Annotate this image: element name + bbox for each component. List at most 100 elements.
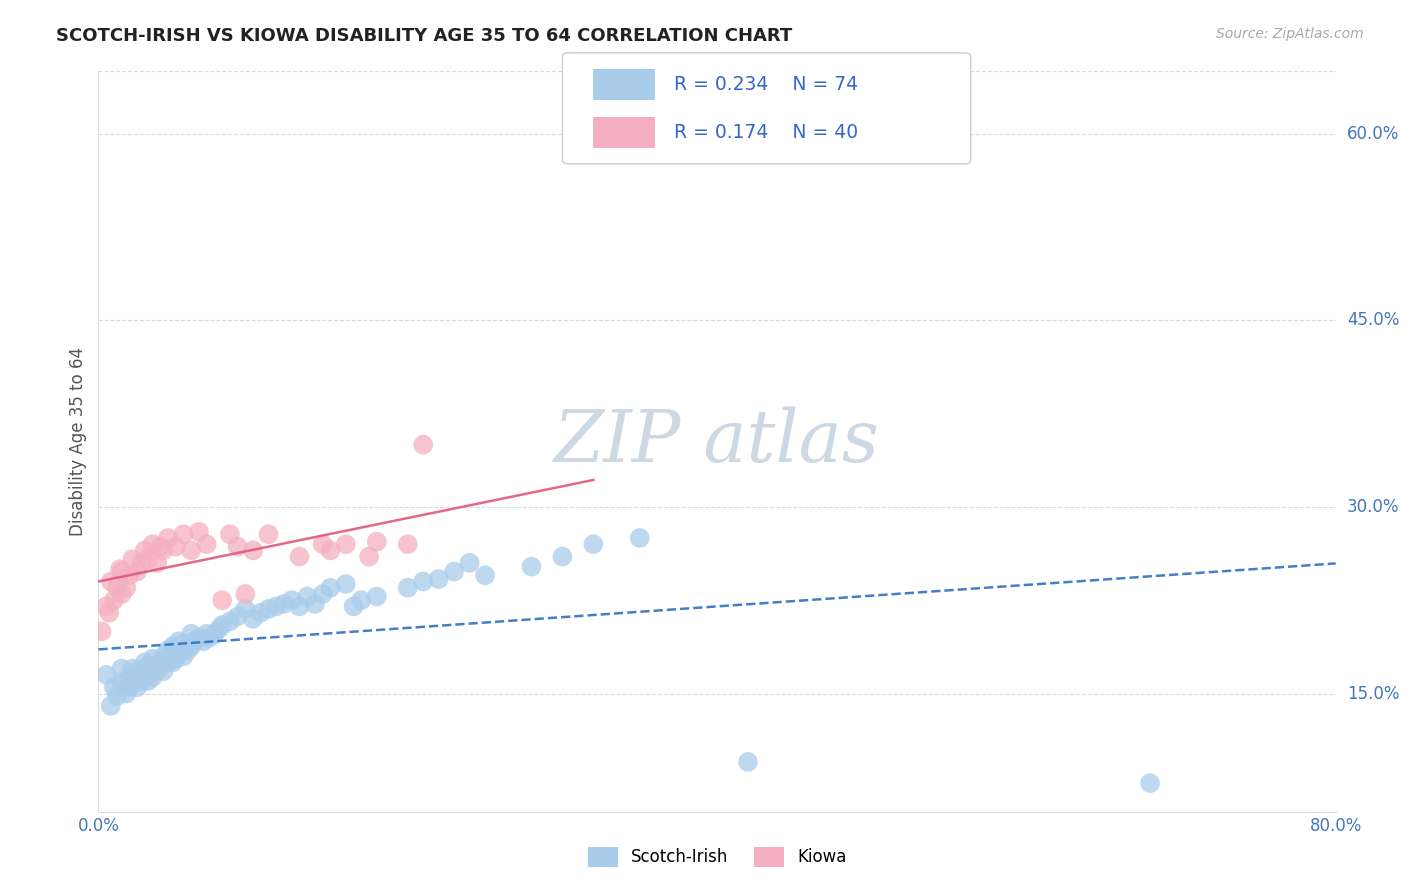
Point [188,631,211,645]
Text: SCOTCH-IRISH VS KIOWA DISABILITY AGE 35 TO 64 CORRELATION CHART: SCOTCH-IRISH VS KIOWA DISABILITY AGE 35 … [56,27,793,45]
Point [198,631,221,645]
Point [118,670,141,684]
Point [242,543,264,558]
Point [427,572,450,586]
Point [165,651,187,665]
Point [520,559,543,574]
Point [131,556,153,570]
Point [149,656,172,670]
Point [366,534,388,549]
Point [180,543,202,558]
Point [188,524,211,539]
Point [412,574,434,589]
Point [134,670,156,684]
Text: R = 0.174    N = 40: R = 0.174 N = 40 [673,123,858,142]
Point [121,662,143,676]
Text: 15.0%: 15.0% [1347,684,1399,703]
Point [157,531,180,545]
Point [134,656,156,670]
Point [551,549,574,564]
Point [335,577,357,591]
Point [111,587,132,601]
Point [208,622,231,636]
Point [204,627,226,641]
Point [131,674,153,689]
Point [136,659,159,673]
Point [250,606,273,620]
Point [195,537,218,551]
Point [443,565,465,579]
Point [288,599,311,614]
Point [297,590,319,604]
Point [141,670,165,684]
Point [127,565,149,579]
Point [396,581,419,595]
Point [121,552,143,566]
Point [226,609,249,624]
Point [582,537,605,551]
Point [273,597,295,611]
Point [180,627,202,641]
Point [257,602,280,616]
Point [105,689,128,703]
Y-axis label: Disability Age 35 to 64: Disability Age 35 to 64 [69,347,87,536]
Point [211,593,233,607]
Point [162,656,184,670]
Point [167,647,190,661]
Point [319,543,342,558]
FancyBboxPatch shape [593,69,655,100]
Point [136,552,159,566]
Point [121,676,143,690]
Point [458,556,481,570]
Point [281,593,304,607]
Point [134,543,156,558]
Point [312,587,335,601]
Point [412,437,434,451]
Legend: Scotch-Irish, Kiowa: Scotch-Irish, Kiowa [581,840,853,874]
Point [152,543,174,558]
Point [180,639,202,653]
Point [304,597,326,611]
Point [141,651,165,665]
Point [118,681,141,695]
Point [149,540,172,554]
Point [474,568,496,582]
Point [1139,776,1161,790]
Point [219,615,242,629]
Point [100,698,122,713]
Point [167,634,190,648]
Point [111,565,132,579]
Point [350,593,373,607]
Point [628,531,651,545]
Point [288,549,311,564]
FancyBboxPatch shape [593,117,655,148]
Point [111,676,132,690]
Point [100,574,122,589]
Point [335,537,357,551]
Point [108,562,131,576]
Text: R = 0.234    N = 74: R = 0.234 N = 74 [673,75,858,94]
Point [219,527,242,541]
Point [141,537,165,551]
Text: 45.0%: 45.0% [1347,311,1399,329]
Point [115,686,138,700]
Point [157,656,180,670]
Point [172,637,194,651]
Point [312,537,335,551]
Point [257,527,280,541]
Point [105,581,128,595]
FancyBboxPatch shape [562,53,970,164]
Point [146,556,169,570]
Point [152,649,174,664]
Point [233,587,257,601]
Point [242,612,264,626]
Text: 60.0%: 60.0% [1347,125,1399,143]
Point [127,664,149,678]
Point [183,634,205,648]
Point [157,643,180,657]
Text: Source: ZipAtlas.com: Source: ZipAtlas.com [1216,27,1364,41]
Point [226,540,249,554]
Point [146,664,169,678]
Point [127,681,149,695]
Point [319,581,342,595]
